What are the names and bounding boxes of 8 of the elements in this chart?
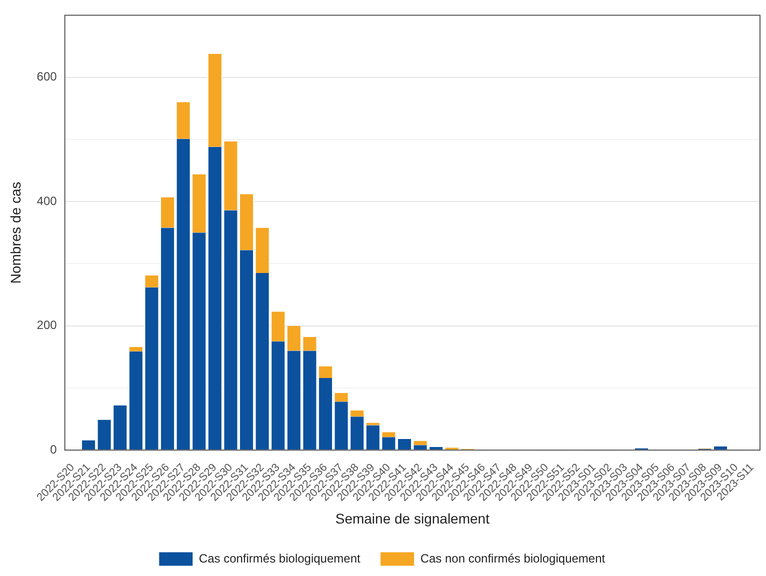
legend-label: Cas non confirmés biologiquement <box>420 551 606 566</box>
legend-label: Cas confirmés biologiquement <box>198 551 361 566</box>
y-axis-title: Nombres de cas <box>7 182 24 284</box>
x-axis-title: Semaine de signalement <box>335 510 490 526</box>
y-tick-label: 0 <box>50 442 58 456</box>
y-tick-label: 400 <box>36 194 58 208</box>
y-tick-label: 600 <box>36 70 58 84</box>
y-tick-label: 200 <box>36 318 58 332</box>
